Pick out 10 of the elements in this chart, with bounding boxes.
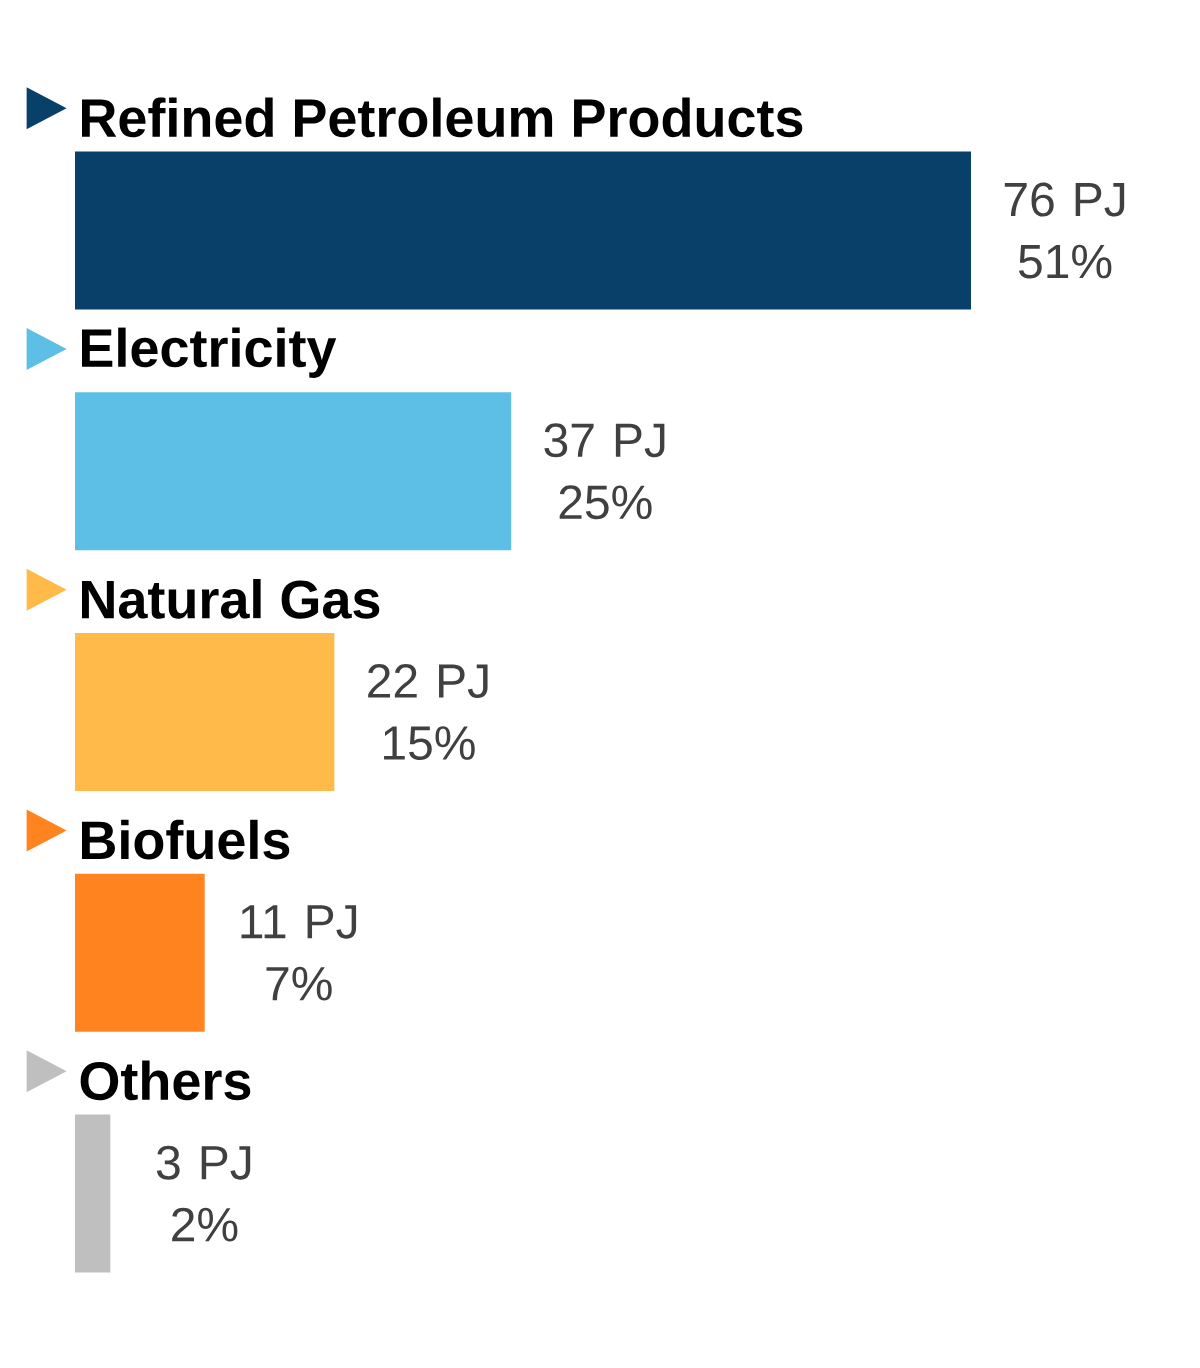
data-label: 11 PJ 7%: [241, 905, 357, 1001]
y-tick-label: Biofuels: [82, 819, 290, 860]
data-label: 3 PJ 2%: [156, 1145, 251, 1242]
y-tick-label: Natural Gas: [82, 579, 380, 619]
data-label: 22 PJ 15%: [368, 664, 488, 761]
y-tick-label: Others: [80, 1060, 251, 1101]
y-tick-label: Electricity: [82, 327, 337, 378]
data-label: 76 PJ 51%: [1004, 182, 1125, 279]
data-label: 37 PJ 25%: [544, 423, 665, 520]
y-tick-label: Refined Petroleum Products: [82, 97, 803, 138]
